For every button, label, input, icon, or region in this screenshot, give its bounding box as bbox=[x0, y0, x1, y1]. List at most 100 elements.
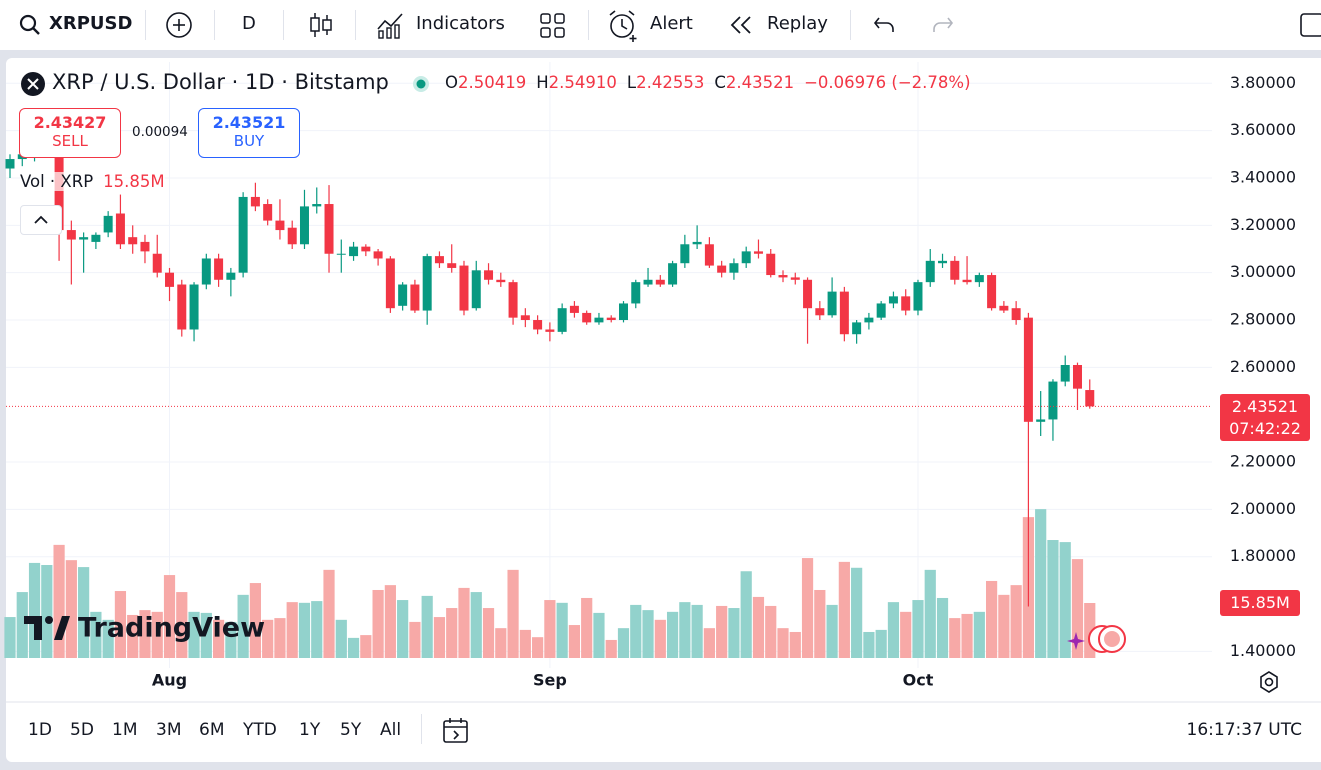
y-tick-label: 2.80000 bbox=[1230, 310, 1296, 329]
volume-bar bbox=[225, 621, 237, 658]
date-range-icon[interactable] bbox=[441, 716, 471, 746]
candle-body bbox=[349, 246, 359, 257]
replay-icon[interactable] bbox=[728, 14, 756, 36]
candle-body bbox=[1048, 381, 1058, 420]
candle-body bbox=[1011, 308, 1021, 321]
candle-body bbox=[1060, 365, 1070, 382]
volume-bar bbox=[924, 569, 936, 658]
candle-body bbox=[165, 272, 175, 287]
candle-body bbox=[839, 291, 849, 335]
volume-bar bbox=[617, 628, 630, 658]
range-button[interactable]: 3M bbox=[156, 720, 182, 740]
range-button[interactable]: 1D bbox=[28, 720, 52, 740]
candle-body bbox=[152, 253, 162, 273]
candle-body bbox=[717, 265, 727, 273]
sell-button[interactable]: 2.43427 SELL bbox=[19, 108, 121, 158]
volume-bar bbox=[666, 611, 679, 658]
volume-bar bbox=[384, 585, 396, 658]
candle-body bbox=[790, 277, 800, 280]
volume-bar bbox=[654, 619, 666, 658]
range-button[interactable]: 1Y bbox=[299, 720, 321, 740]
volume-name: Vol · XRP bbox=[20, 172, 94, 191]
volume-bar bbox=[703, 628, 715, 658]
candle-body bbox=[189, 284, 199, 330]
x-tick-label: Aug bbox=[152, 671, 187, 690]
candle-body bbox=[496, 279, 506, 283]
candle-body bbox=[741, 251, 751, 264]
volume-bar bbox=[286, 602, 298, 658]
volume-bar bbox=[458, 587, 470, 658]
y-tick-label: 1.80000 bbox=[1230, 546, 1296, 565]
indicators-icon[interactable] bbox=[376, 11, 406, 39]
candle-body bbox=[91, 234, 101, 242]
volume-bar bbox=[1010, 585, 1022, 658]
volume-bar bbox=[801, 558, 814, 658]
volume-bar bbox=[740, 571, 752, 658]
candle-body bbox=[434, 256, 444, 264]
indicators-button[interactable]: Indicators bbox=[416, 13, 505, 34]
candle-body bbox=[999, 305, 1009, 311]
volume-bar bbox=[912, 600, 924, 658]
layout-icon[interactable] bbox=[540, 13, 566, 39]
undo-icon[interactable] bbox=[872, 14, 898, 36]
range-button[interactable]: 5D bbox=[70, 720, 94, 740]
clock: 16:17:37 UTC bbox=[1186, 720, 1302, 740]
volume-bar bbox=[4, 617, 16, 658]
volume-bar bbox=[298, 602, 311, 658]
buy-button[interactable]: 2.43521 BUY bbox=[198, 108, 300, 158]
y-tick-label: 2.60000 bbox=[1230, 357, 1296, 376]
volume-bar bbox=[139, 610, 151, 658]
market-status bbox=[413, 76, 429, 92]
volume-bar bbox=[1084, 603, 1096, 658]
alert-button[interactable]: Alert bbox=[650, 13, 693, 34]
volume-value: 15.85M bbox=[103, 172, 165, 191]
replay-button[interactable]: Replay bbox=[767, 13, 828, 34]
collapse-button[interactable] bbox=[20, 205, 62, 235]
alert-icon[interactable] bbox=[606, 9, 640, 43]
volume-bar bbox=[16, 592, 28, 658]
volume-bar bbox=[544, 600, 556, 658]
range-button[interactable]: YTD bbox=[243, 720, 277, 740]
volume-bar bbox=[311, 601, 323, 658]
countdown: 07:42:22 bbox=[1229, 419, 1301, 438]
divider bbox=[214, 10, 215, 40]
candle-body bbox=[263, 204, 273, 221]
candle-body bbox=[312, 204, 322, 207]
volume-bar bbox=[41, 565, 53, 658]
range-button[interactable]: All bbox=[380, 720, 402, 740]
last-price: 2.43521 bbox=[1231, 397, 1299, 416]
chart-type-icon[interactable] bbox=[308, 11, 334, 39]
legend-key: L bbox=[626, 73, 637, 92]
volume-bar bbox=[556, 602, 568, 658]
layout-toggle-icon[interactable] bbox=[1299, 12, 1321, 38]
settings-icon[interactable] bbox=[1257, 670, 1281, 694]
volume-bar bbox=[188, 611, 200, 658]
volume-bar bbox=[335, 619, 347, 658]
range-button[interactable]: 6M bbox=[199, 720, 225, 740]
interval[interactable]: D bbox=[242, 13, 256, 34]
top-toolbar: XRPUSD D Indicators Alert Replay bbox=[0, 0, 1321, 50]
range-button[interactable]: 1M bbox=[112, 720, 138, 740]
candle-body bbox=[508, 282, 518, 318]
range-button[interactable]: 5Y bbox=[340, 720, 362, 740]
candle-body bbox=[1036, 419, 1046, 422]
y-tick-label: 1.40000 bbox=[1230, 641, 1296, 660]
candle-body bbox=[1072, 365, 1082, 389]
volume-bar bbox=[691, 604, 703, 658]
volume-bar bbox=[973, 611, 985, 658]
add-symbol-icon[interactable] bbox=[165, 11, 193, 39]
volume-bar bbox=[777, 628, 789, 658]
legend-key: H bbox=[536, 73, 549, 92]
candle-body bbox=[753, 251, 763, 254]
search-icon[interactable] bbox=[18, 13, 42, 37]
y-tick-label: 3.60000 bbox=[1230, 120, 1296, 139]
volume-bar bbox=[249, 583, 261, 658]
symbol[interactable]: XRPUSD bbox=[49, 13, 133, 34]
volume-bar bbox=[568, 625, 581, 658]
buy-price: 2.43521 bbox=[212, 113, 286, 132]
redo-icon[interactable] bbox=[929, 14, 955, 36]
volume-bar bbox=[998, 594, 1010, 658]
volume-bar bbox=[1035, 509, 1047, 658]
